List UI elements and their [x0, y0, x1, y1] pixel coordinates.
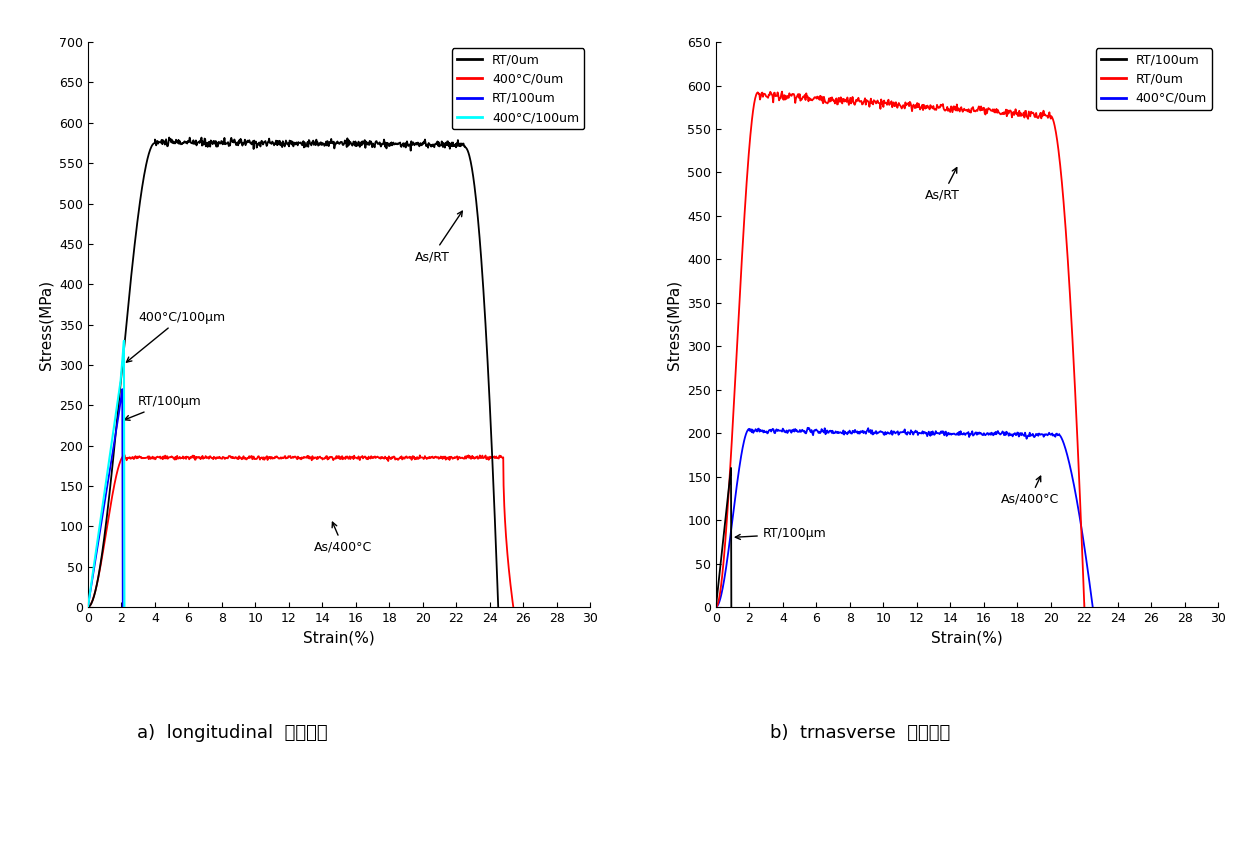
Legend: RT/0um, 400°C/0um, RT/100um, 400°C/100um: RT/0um, 400°C/0um, RT/100um, 400°C/100um — [452, 48, 584, 129]
Text: b)  trnasverse  판재시편: b) trnasverse 판재시편 — [770, 724, 951, 743]
Text: a)  longitudinal  판재시편: a) longitudinal 판재시편 — [137, 724, 328, 743]
Text: RT/100μm: RT/100μm — [124, 395, 202, 421]
Legend: RT/100um, RT/0um, 400°C/0um: RT/100um, RT/0um, 400°C/0um — [1095, 48, 1212, 110]
Text: As/400°C: As/400°C — [1001, 476, 1059, 506]
X-axis label: Strain(%): Strain(%) — [303, 631, 376, 646]
Text: RT/100μm: RT/100μm — [735, 528, 826, 540]
Text: As/RT: As/RT — [926, 168, 960, 201]
Text: As/RT: As/RT — [414, 211, 462, 263]
Text: As/400°C: As/400°C — [314, 522, 372, 554]
Y-axis label: Stress(MPa): Stress(MPa) — [39, 280, 54, 369]
X-axis label: Strain(%): Strain(%) — [931, 631, 1004, 646]
Text: 400°C/100μm: 400°C/100μm — [127, 310, 225, 362]
Y-axis label: Stress(MPa): Stress(MPa) — [667, 280, 682, 369]
